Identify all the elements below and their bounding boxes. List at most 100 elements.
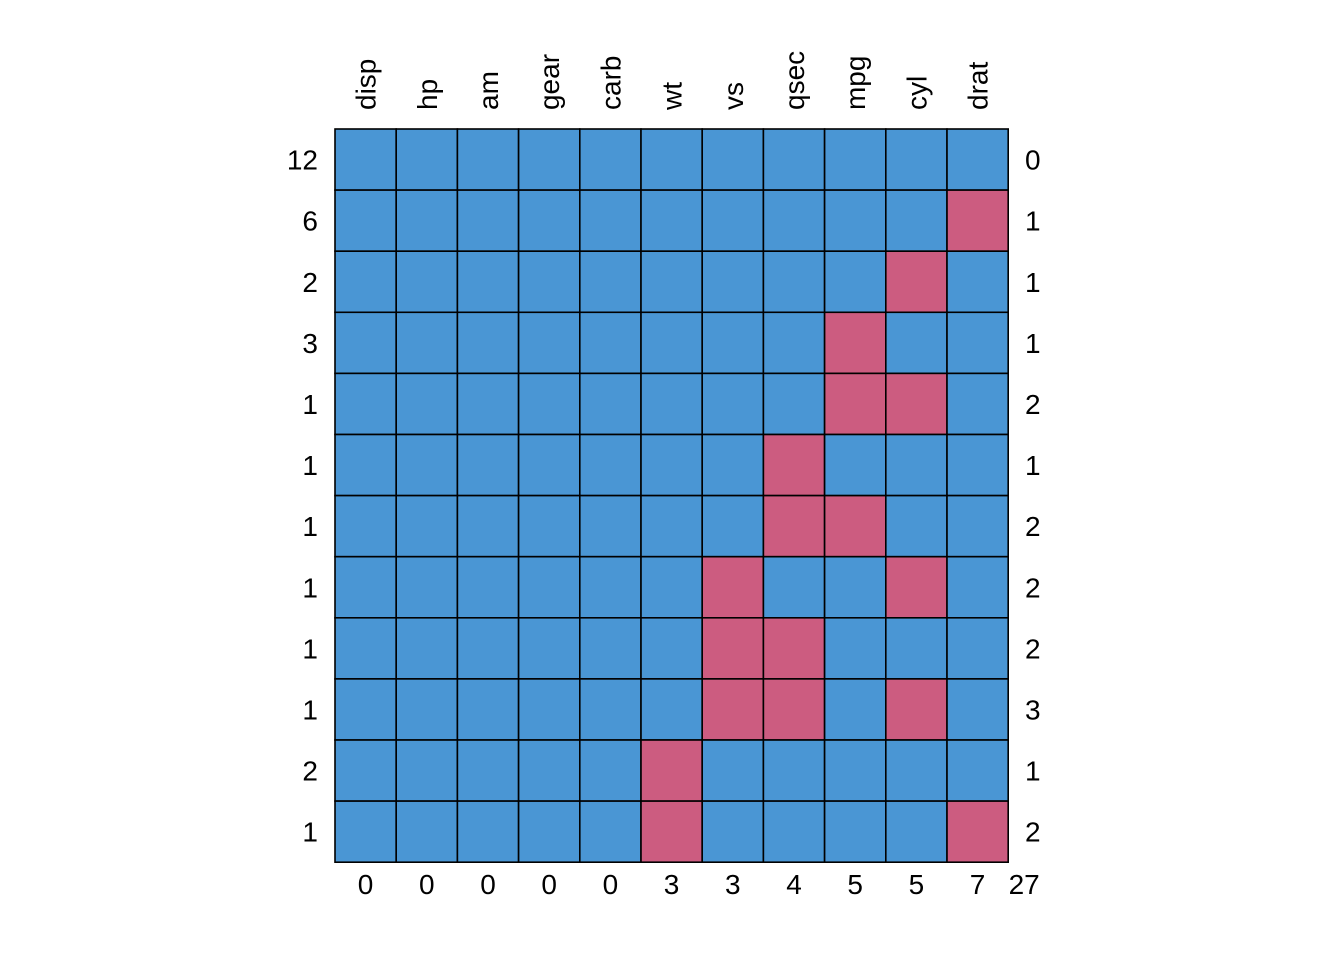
column-missing-total-label: 3 [664,869,680,900]
observed-cell [578,555,642,619]
observed-cell [578,189,642,253]
observed-cell [884,189,948,253]
observed-cell [517,433,581,497]
observed-cell [395,128,459,191]
row-missing-total-label: 3 [1025,694,1041,725]
column-missing-total-label: 0 [480,869,496,900]
observed-cell [517,800,581,863]
observed-cell [762,250,826,314]
column-label: gear [534,54,565,110]
observed-cell [517,311,581,375]
row-count-label: 2 [302,267,318,298]
observed-cell [884,128,948,191]
column-label: vs [718,82,749,110]
observed-cell [395,189,459,253]
observed-cell [946,494,1010,558]
missing-cell [884,372,948,436]
observed-cell [395,250,459,314]
observed-cell [334,372,398,436]
observed-cell [395,678,459,741]
row-count-label: 1 [302,450,318,481]
row-count-label: 1 [302,572,318,603]
row-missing-total-label: 1 [1025,450,1041,481]
missing-cell [884,250,948,314]
observed-cell [946,311,1010,375]
observed-cell [884,494,948,558]
row-missing-total-label: 1 [1025,328,1041,359]
column-missing-total-label: 5 [847,869,863,900]
row-missing-total-label: 1 [1025,267,1041,298]
missing-cell [884,555,948,619]
observed-cell [823,189,887,253]
observed-cell [640,250,704,314]
missing-cell [701,555,765,619]
observed-cell [334,128,398,191]
observed-cell [517,739,581,802]
column-missing-total-label: 4 [786,869,802,900]
observed-cell [517,494,581,558]
observed-cell [517,372,581,436]
observed-cell [823,250,887,314]
missing-cell [640,800,704,863]
observed-cell [823,678,887,741]
observed-cell [640,678,704,741]
missing-cell [762,494,826,558]
column-missing-total-label: 3 [725,869,741,900]
observed-cell [395,739,459,802]
missing-cell [823,311,887,375]
row-missing-total-label: 2 [1025,511,1041,542]
missing-cell [823,372,887,436]
row-missing-total-label: 2 [1025,633,1041,664]
observed-cell [946,555,1010,619]
observed-cell [884,616,948,680]
row-count-label: 1 [302,694,318,725]
observed-cell [334,616,398,680]
missing-cell [762,678,826,741]
missing-cell [701,616,765,680]
observed-cell [640,494,704,558]
column-missing-total-label: 0 [419,869,435,900]
observed-cell [334,800,398,863]
row-missing-total-label: 1 [1025,206,1041,237]
row-missing-total-label: 0 [1025,145,1041,176]
missing-cell [884,678,948,741]
observed-cell [762,800,826,863]
observed-cell [578,128,642,191]
observed-cell [578,372,642,436]
observed-cell [395,800,459,863]
column-label: hp [412,79,443,110]
observed-cell [884,311,948,375]
observed-cell [823,128,887,191]
observed-cell [517,128,581,191]
observed-cell [640,372,704,436]
observed-cell [762,128,826,191]
observed-cell [456,250,520,314]
observed-cell [456,616,520,680]
row-missing-total-label: 2 [1025,389,1041,420]
observed-cell [334,433,398,497]
observed-cell [701,800,765,863]
missing-cell [640,739,704,802]
observed-cell [456,739,520,802]
observed-cell [701,494,765,558]
observed-cell [762,189,826,253]
observed-cell [334,494,398,558]
row-count-label: 1 [302,633,318,664]
observed-cell [334,311,398,375]
column-label: disp [351,59,382,110]
observed-cell [946,616,1010,680]
observed-cell [823,616,887,680]
observed-cell [395,372,459,436]
row-count-label: 12 [287,145,318,176]
column-missing-total-label: 0 [358,869,374,900]
observed-cell [334,250,398,314]
observed-cell [334,189,398,253]
observed-cell [578,616,642,680]
column-missing-total-label: 5 [909,869,925,900]
observed-cell [456,800,520,863]
observed-cell [640,189,704,253]
observed-cell [578,250,642,314]
observed-cell [762,311,826,375]
observed-cell [334,739,398,802]
observed-cell [823,739,887,802]
